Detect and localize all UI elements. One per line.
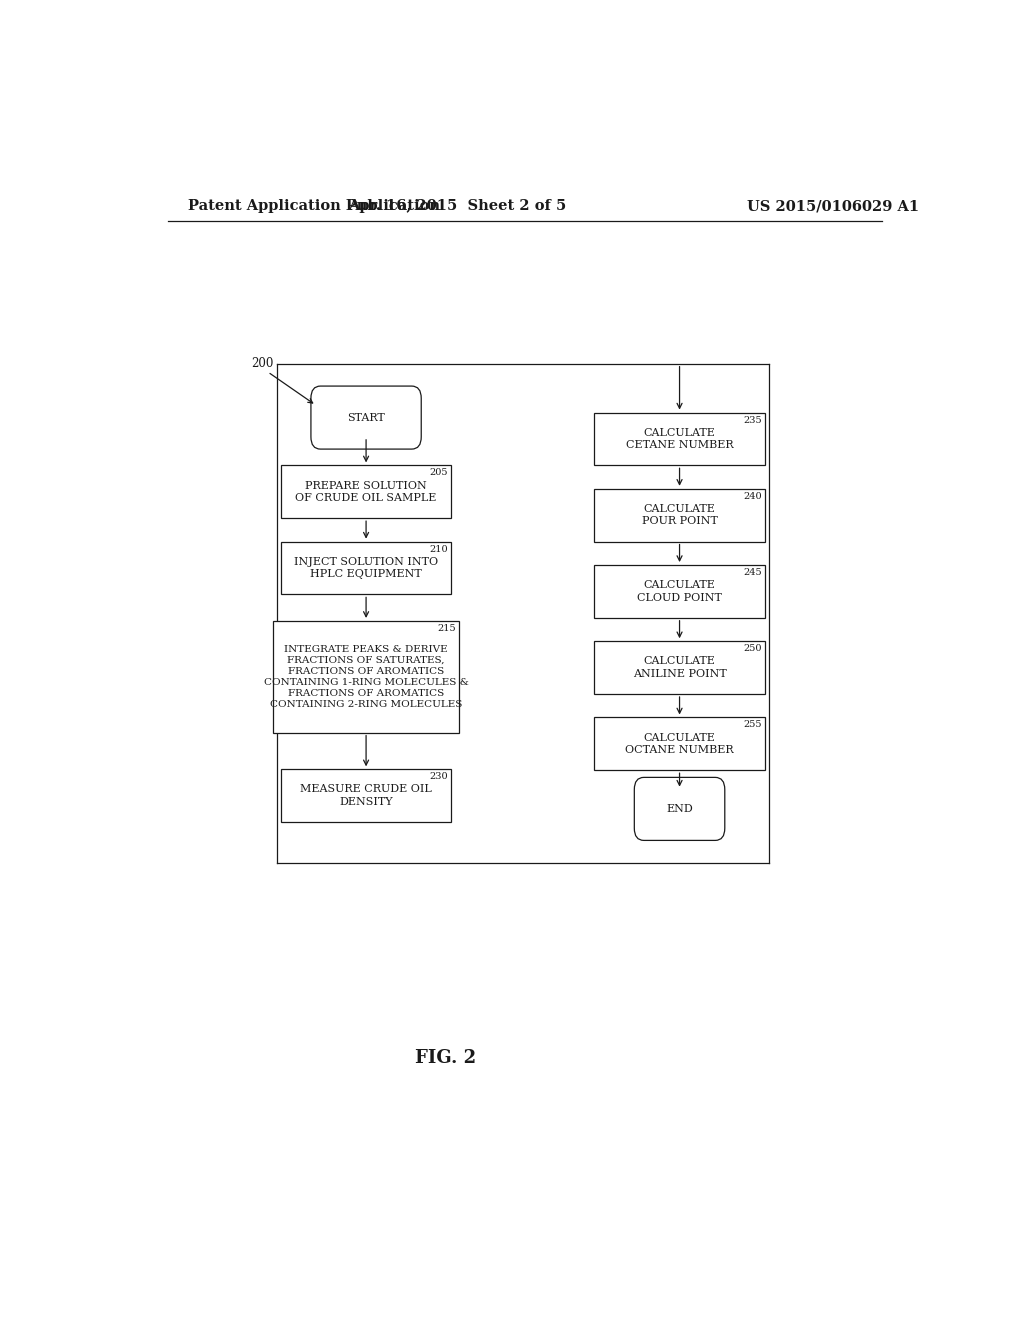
Text: CALCULATE
CLOUD POINT: CALCULATE CLOUD POINT [637, 581, 722, 603]
FancyBboxPatch shape [634, 777, 725, 841]
Text: 210: 210 [430, 545, 449, 553]
Text: Apr. 16, 2015  Sheet 2 of 5: Apr. 16, 2015 Sheet 2 of 5 [348, 199, 566, 213]
Text: 215: 215 [437, 624, 456, 632]
Text: Patent Application Publication: Patent Application Publication [187, 199, 439, 213]
FancyBboxPatch shape [594, 565, 765, 618]
Text: CALCULATE
ANILINE POINT: CALCULATE ANILINE POINT [633, 656, 726, 678]
Text: CALCULATE
POUR POINT: CALCULATE POUR POINT [642, 504, 718, 527]
Text: CALCULATE
OCTANE NUMBER: CALCULATE OCTANE NUMBER [626, 733, 734, 755]
Text: 250: 250 [743, 644, 762, 653]
Text: INTEGRATE PEAKS & DERIVE
FRACTIONS OF SATURATES,
FRACTIONS OF AROMATICS
CONTAINI: INTEGRATE PEAKS & DERIVE FRACTIONS OF SA… [263, 644, 469, 709]
FancyBboxPatch shape [281, 466, 452, 519]
Text: MEASURE CRUDE OIL
DENSITY: MEASURE CRUDE OIL DENSITY [300, 784, 432, 807]
Text: 235: 235 [743, 416, 762, 425]
FancyBboxPatch shape [594, 642, 765, 694]
FancyBboxPatch shape [594, 412, 765, 466]
FancyBboxPatch shape [594, 488, 765, 541]
Text: 240: 240 [743, 492, 762, 500]
Text: 245: 245 [743, 568, 762, 577]
FancyBboxPatch shape [281, 770, 452, 822]
Text: INJECT SOLUTION INTO
HPLC EQUIPMENT: INJECT SOLUTION INTO HPLC EQUIPMENT [294, 557, 438, 579]
Text: 205: 205 [430, 469, 449, 478]
Text: END: END [667, 804, 693, 814]
Text: 255: 255 [743, 721, 762, 730]
FancyBboxPatch shape [311, 385, 421, 449]
Text: US 2015/0106029 A1: US 2015/0106029 A1 [748, 199, 920, 213]
FancyBboxPatch shape [281, 541, 452, 594]
Text: 200: 200 [251, 358, 273, 370]
Text: START: START [347, 413, 385, 422]
FancyBboxPatch shape [594, 718, 765, 771]
Text: 230: 230 [430, 772, 449, 781]
FancyBboxPatch shape [272, 620, 460, 733]
Text: PREPARE SOLUTION
OF CRUDE OIL SAMPLE: PREPARE SOLUTION OF CRUDE OIL SAMPLE [295, 480, 437, 503]
Text: FIG. 2: FIG. 2 [415, 1049, 476, 1067]
Text: CALCULATE
CETANE NUMBER: CALCULATE CETANE NUMBER [626, 428, 733, 450]
